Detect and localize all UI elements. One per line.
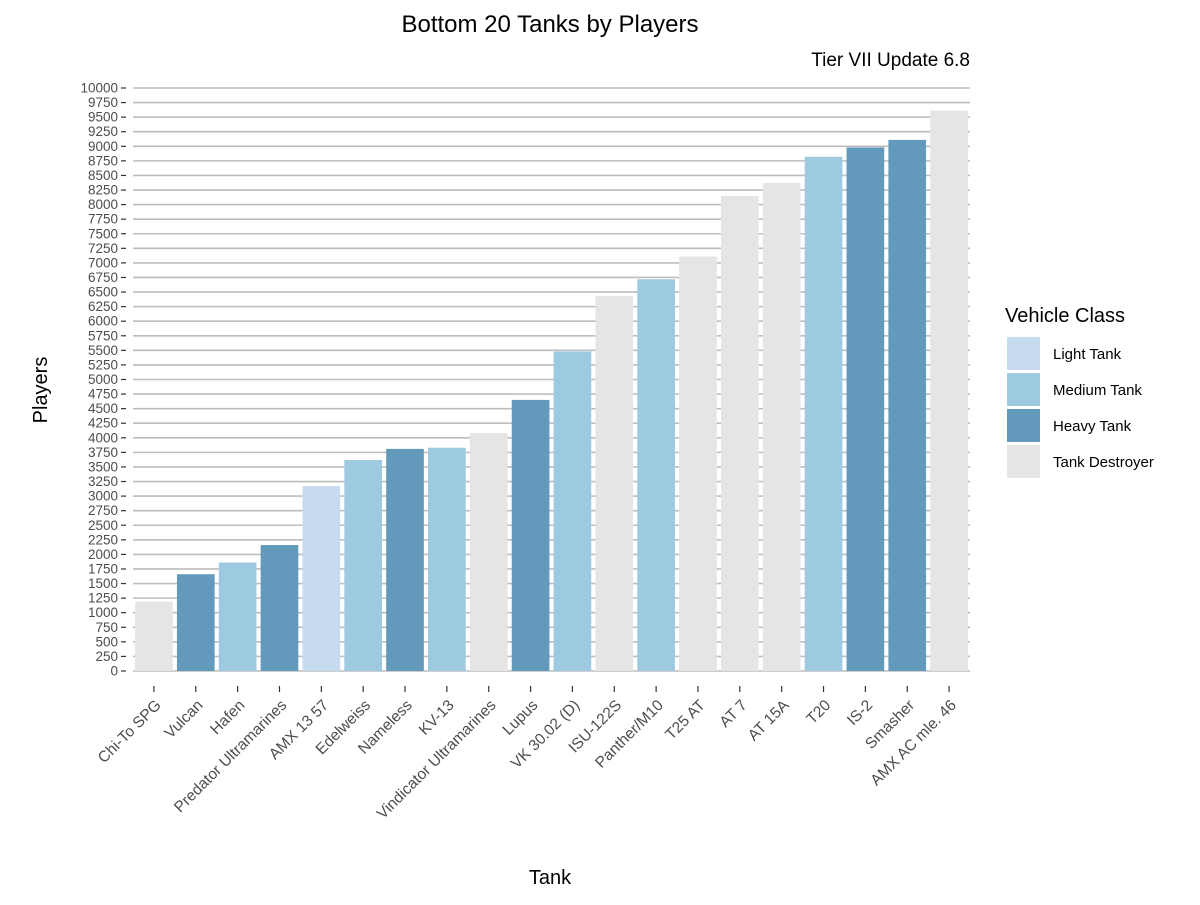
y-tick-label: 4750 [88,387,118,402]
y-tick-label: 3750 [88,445,118,460]
legend-swatch [1007,445,1040,478]
y-tick-label: 1000 [88,605,118,620]
bar [846,147,885,671]
legend-title: Vehicle Class [1005,305,1125,327]
y-tick-label: 8750 [88,153,118,168]
bar [302,486,341,671]
y-tick-label: 6500 [88,285,118,300]
y-tick-label: 8000 [88,197,118,212]
bar [637,279,675,671]
y-tick-label: 0 [110,664,118,679]
grid-layer [133,87,970,672]
bar [428,447,466,671]
legend-swatch [1007,409,1040,442]
y-tick-label: 2500 [88,518,118,533]
legend: Vehicle Class Light Tank Medium Tank Heavy… [1005,305,1154,478]
bars-layer [135,110,968,672]
bar [679,256,717,671]
x-tick-label: Vulcan [161,697,206,742]
y-tick-label: 250 [95,649,118,664]
y-tick-label: 10000 [80,81,118,96]
y-tick-label: 7500 [88,226,118,241]
y-tick-label: 1500 [88,576,118,591]
bar [176,574,215,671]
y-tick-label: 3500 [88,459,118,474]
x-axis-title: Tank [529,867,572,889]
y-tick-label: 500 [95,634,118,649]
bar [930,110,968,671]
bar [553,351,592,671]
y-tick-label: 7000 [88,255,118,270]
y-tick-label: 6250 [88,299,118,314]
legend-label: Tank Destroyer [1053,454,1154,471]
bar [218,562,257,671]
y-tick-label: 5750 [88,328,118,343]
x-tick-label: AT 7 [716,697,750,731]
legend-label: Light Tank [1053,346,1122,363]
x-tick-label: Chi-To SPG [95,697,165,767]
y-tick-label: 8500 [88,168,118,183]
bar [511,399,550,671]
y-tick-label: 9000 [88,139,118,154]
y-tick-label: 8250 [88,183,118,198]
bar [762,183,801,672]
bar [804,156,843,671]
y-tick-label: 2750 [88,503,118,518]
y-axis: 0250500750100012501500175020002250250027… [80,81,126,679]
y-tick-label: 4500 [88,401,118,416]
y-tick-label: 1750 [88,561,118,576]
y-tick-label: 3250 [88,474,118,489]
bar [888,139,927,672]
chart-subtitle: Tier VII Update 6.8 [811,50,970,71]
y-tick-label: 9250 [88,124,118,139]
x-tick-label: IS-2 [844,697,876,729]
bar [135,601,173,671]
y-tick-label: 4250 [88,416,118,431]
legend-label: Heavy Tank [1053,418,1132,435]
y-tick-label: 4000 [88,430,118,445]
chart-title: Bottom 20 Tanks by Players [401,11,698,38]
y-tick-label: 9500 [88,110,118,125]
legend-swatch [1007,373,1040,406]
bar [260,545,299,671]
x-tick-label: T20 [803,697,834,728]
y-tick-label: 7750 [88,212,118,227]
bar [344,459,383,671]
y-tick-label: 2000 [88,547,118,562]
x-tick-label: AT 15A [745,696,793,744]
y-tick-label: 6750 [88,270,118,285]
x-tick-label: T25 AT [662,696,709,743]
bar [469,433,508,671]
y-tick-label: 7250 [88,241,118,256]
y-tick-label: 5250 [88,357,118,372]
y-tick-label: 5000 [88,372,118,387]
y-tick-label: 1250 [88,591,118,606]
y-tick-label: 3000 [88,489,118,504]
y-axis-title: Players [30,357,52,424]
y-tick-label: 2250 [88,532,118,547]
y-tick-label: 9750 [88,95,118,110]
y-tick-label: 750 [95,620,118,635]
bar [595,296,634,671]
legend-label: Medium Tank [1053,382,1142,399]
y-tick-label: 5500 [88,343,118,358]
bar [386,448,424,671]
y-tick-label: 6000 [88,314,118,329]
legend-swatch [1007,337,1040,370]
bar [720,195,759,672]
